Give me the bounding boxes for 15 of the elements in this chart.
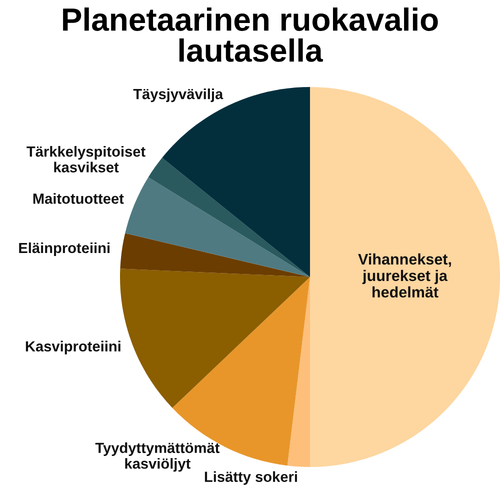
pie-slice [120, 268, 310, 408]
slice-label: Täysjyvävilja [133, 88, 224, 102]
slice-label: Kasviproteiini [26, 340, 120, 354]
pie-slice [287, 277, 310, 467]
slice-label: Lisätty sokeri [204, 471, 297, 485]
pie-slice [310, 87, 500, 467]
slice-label: Tyydyttymättömät kasviöljyt [95, 442, 220, 472]
chart-title: Planetaarinen ruokavalio lautasella [63, 8, 438, 62]
slice-label: Eläinproteiini [19, 242, 110, 256]
slice-label: Maitotuotteet [33, 193, 124, 204]
pie-slice [125, 177, 310, 277]
slice-label: Vihannekset, juurekset ja hedelmät [358, 253, 451, 298]
pie-slice [120, 233, 310, 277]
slice-label: Tärkkelyspitoiset kasvikset [26, 146, 146, 172]
pie-slice [148, 158, 310, 277]
